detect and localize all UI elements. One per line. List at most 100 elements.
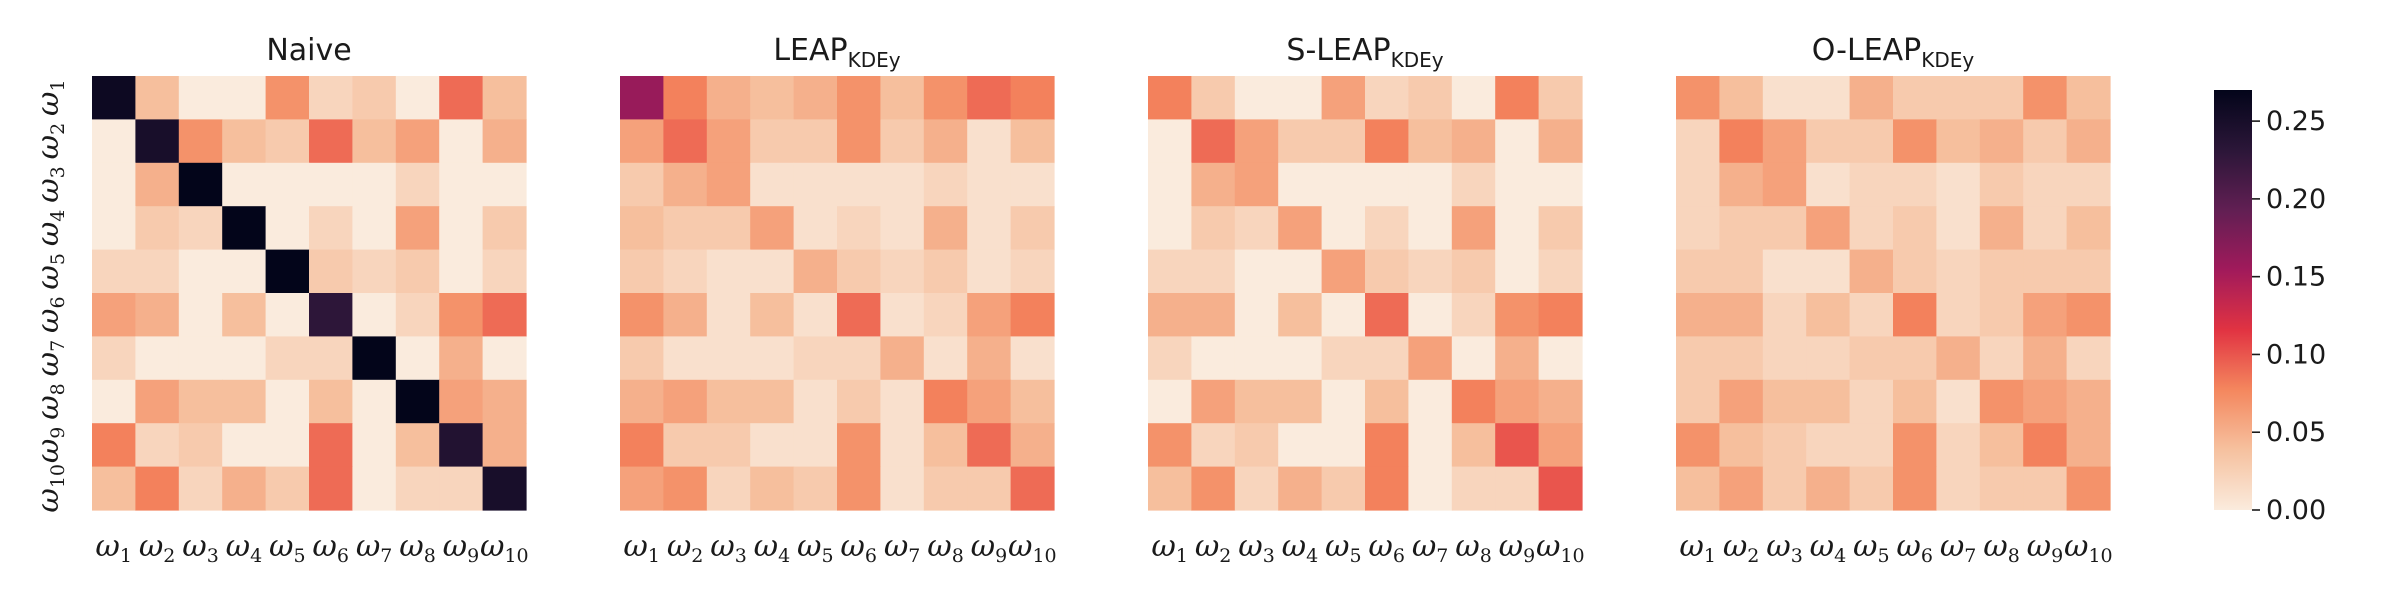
heatmap-cell bbox=[2023, 119, 2068, 164]
heatmap-cell bbox=[309, 423, 353, 468]
heatmap-cell bbox=[1365, 423, 1409, 468]
heatmap-cell bbox=[706, 466, 751, 511]
heatmap-cell bbox=[178, 379, 223, 424]
heatmap-cell bbox=[1538, 466, 1583, 511]
heatmap-cell bbox=[1538, 249, 1583, 294]
heatmap-cell bbox=[395, 76, 440, 120]
heatmap-cell bbox=[1719, 336, 1764, 381]
heatmap-cell bbox=[837, 162, 881, 207]
heatmap-cell bbox=[1408, 466, 1453, 511]
heatmap-cell bbox=[1538, 76, 1583, 120]
heatmap-cell bbox=[793, 119, 838, 164]
heatmap-cell bbox=[1365, 119, 1409, 164]
heatmap-panel-3: S-LEAPKDEy bbox=[1148, 33, 1583, 511]
heatmap-cell bbox=[837, 336, 881, 381]
heatmap-cell bbox=[352, 379, 397, 424]
heatmap-cell bbox=[1234, 249, 1279, 294]
heatmap-cell bbox=[352, 206, 397, 251]
heatmap-cell bbox=[395, 336, 440, 381]
heatmap-cell bbox=[1408, 423, 1453, 468]
heatmap-cell bbox=[222, 162, 267, 207]
heatmap-cell bbox=[2066, 379, 2111, 424]
heatmap-cell bbox=[135, 293, 180, 337]
heatmap-cell bbox=[793, 249, 838, 294]
heatmap-cell bbox=[1936, 119, 1981, 164]
heatmap-cell bbox=[750, 466, 795, 511]
heatmap-cell bbox=[750, 76, 795, 120]
heatmap-cell bbox=[439, 119, 484, 164]
heatmap-cell bbox=[265, 379, 310, 424]
heatmap-cell bbox=[2023, 293, 2068, 337]
heatmap-cell bbox=[1676, 423, 1720, 468]
heatmap-cell bbox=[135, 466, 180, 511]
panel-title: LEAPKDEy bbox=[773, 33, 900, 72]
heatmap-cell bbox=[265, 249, 310, 294]
heatmap-cell bbox=[1234, 76, 1279, 120]
heatmap-cell bbox=[1191, 119, 1236, 164]
heatmap-cell bbox=[265, 293, 310, 337]
heatmap-cell bbox=[706, 293, 751, 337]
heatmap-cell bbox=[706, 206, 751, 251]
heatmap-cell bbox=[2023, 76, 2068, 120]
heatmap-cell bbox=[793, 162, 838, 207]
heatmap-cell bbox=[1762, 336, 1807, 381]
heatmap-cell bbox=[1278, 293, 1323, 337]
x-tick-label: ω9 bbox=[1499, 529, 1536, 567]
heatmap-cell bbox=[793, 423, 838, 468]
heatmap-cell bbox=[967, 162, 1012, 207]
heatmap-cell bbox=[1234, 162, 1279, 207]
heatmap-cell bbox=[92, 162, 136, 207]
heatmap-cell bbox=[265, 466, 310, 511]
heatmap-cell bbox=[1010, 466, 1055, 511]
heatmap-cell bbox=[1495, 249, 1540, 294]
heatmap-cell bbox=[1762, 76, 1807, 120]
heatmap-cell bbox=[1321, 379, 1366, 424]
heatmap-cell bbox=[1762, 206, 1807, 251]
heatmap-cell bbox=[793, 206, 838, 251]
x-tick-label: ω4 bbox=[226, 529, 263, 567]
x-tick-label: ω5 bbox=[1325, 529, 1362, 567]
heatmap-cell bbox=[1849, 206, 1894, 251]
heatmap-cell bbox=[395, 466, 440, 511]
heatmap-cell bbox=[135, 76, 180, 120]
heatmap-cell bbox=[92, 206, 136, 251]
heatmap-cell bbox=[1010, 76, 1055, 120]
heatmap-cell bbox=[1762, 466, 1807, 511]
heatmap-cell bbox=[620, 379, 664, 424]
heatmap-cell bbox=[1538, 119, 1583, 164]
heatmap-cell bbox=[439, 423, 484, 468]
heatmap-cell bbox=[222, 423, 267, 468]
heatmap-cell bbox=[663, 379, 708, 424]
heatmap-cell bbox=[1849, 162, 1894, 207]
heatmap-cell bbox=[1365, 206, 1409, 251]
heatmap-cell bbox=[178, 336, 223, 381]
x-tick-label: ω7 bbox=[1412, 529, 1449, 567]
y-tick-label: ω7 bbox=[31, 340, 69, 377]
heatmap-cell bbox=[1148, 76, 1192, 120]
heatmap-cell bbox=[1538, 293, 1583, 337]
heatmap-cell bbox=[1191, 293, 1236, 337]
heatmap-cell bbox=[1408, 76, 1453, 120]
heatmap-cell bbox=[620, 206, 664, 251]
heatmap-cell bbox=[1408, 379, 1453, 424]
heatmap-cell bbox=[1451, 293, 1496, 337]
heatmap-cell bbox=[663, 119, 708, 164]
heatmap-cell bbox=[2023, 206, 2068, 251]
heatmap-cell bbox=[923, 162, 968, 207]
heatmap-cell bbox=[1893, 336, 1937, 381]
heatmap-cell bbox=[1936, 76, 1981, 120]
x-tick-label: ω9 bbox=[971, 529, 1008, 567]
heatmap-cell bbox=[1676, 76, 1720, 120]
heatmap-cell bbox=[923, 249, 968, 294]
colorbar-tick-label: 0.20 bbox=[2266, 184, 2326, 215]
heatmap-cell bbox=[352, 162, 397, 207]
heatmap-cell bbox=[923, 336, 968, 381]
heatmap-cell bbox=[482, 293, 527, 337]
heatmap-cell bbox=[663, 466, 708, 511]
heatmap-cell bbox=[395, 206, 440, 251]
heatmap-cell bbox=[92, 119, 136, 164]
heatmap-cell bbox=[309, 336, 353, 381]
heatmap-cell bbox=[620, 249, 664, 294]
heatmap-cell bbox=[309, 206, 353, 251]
y-tick-label: ω4 bbox=[31, 210, 69, 247]
